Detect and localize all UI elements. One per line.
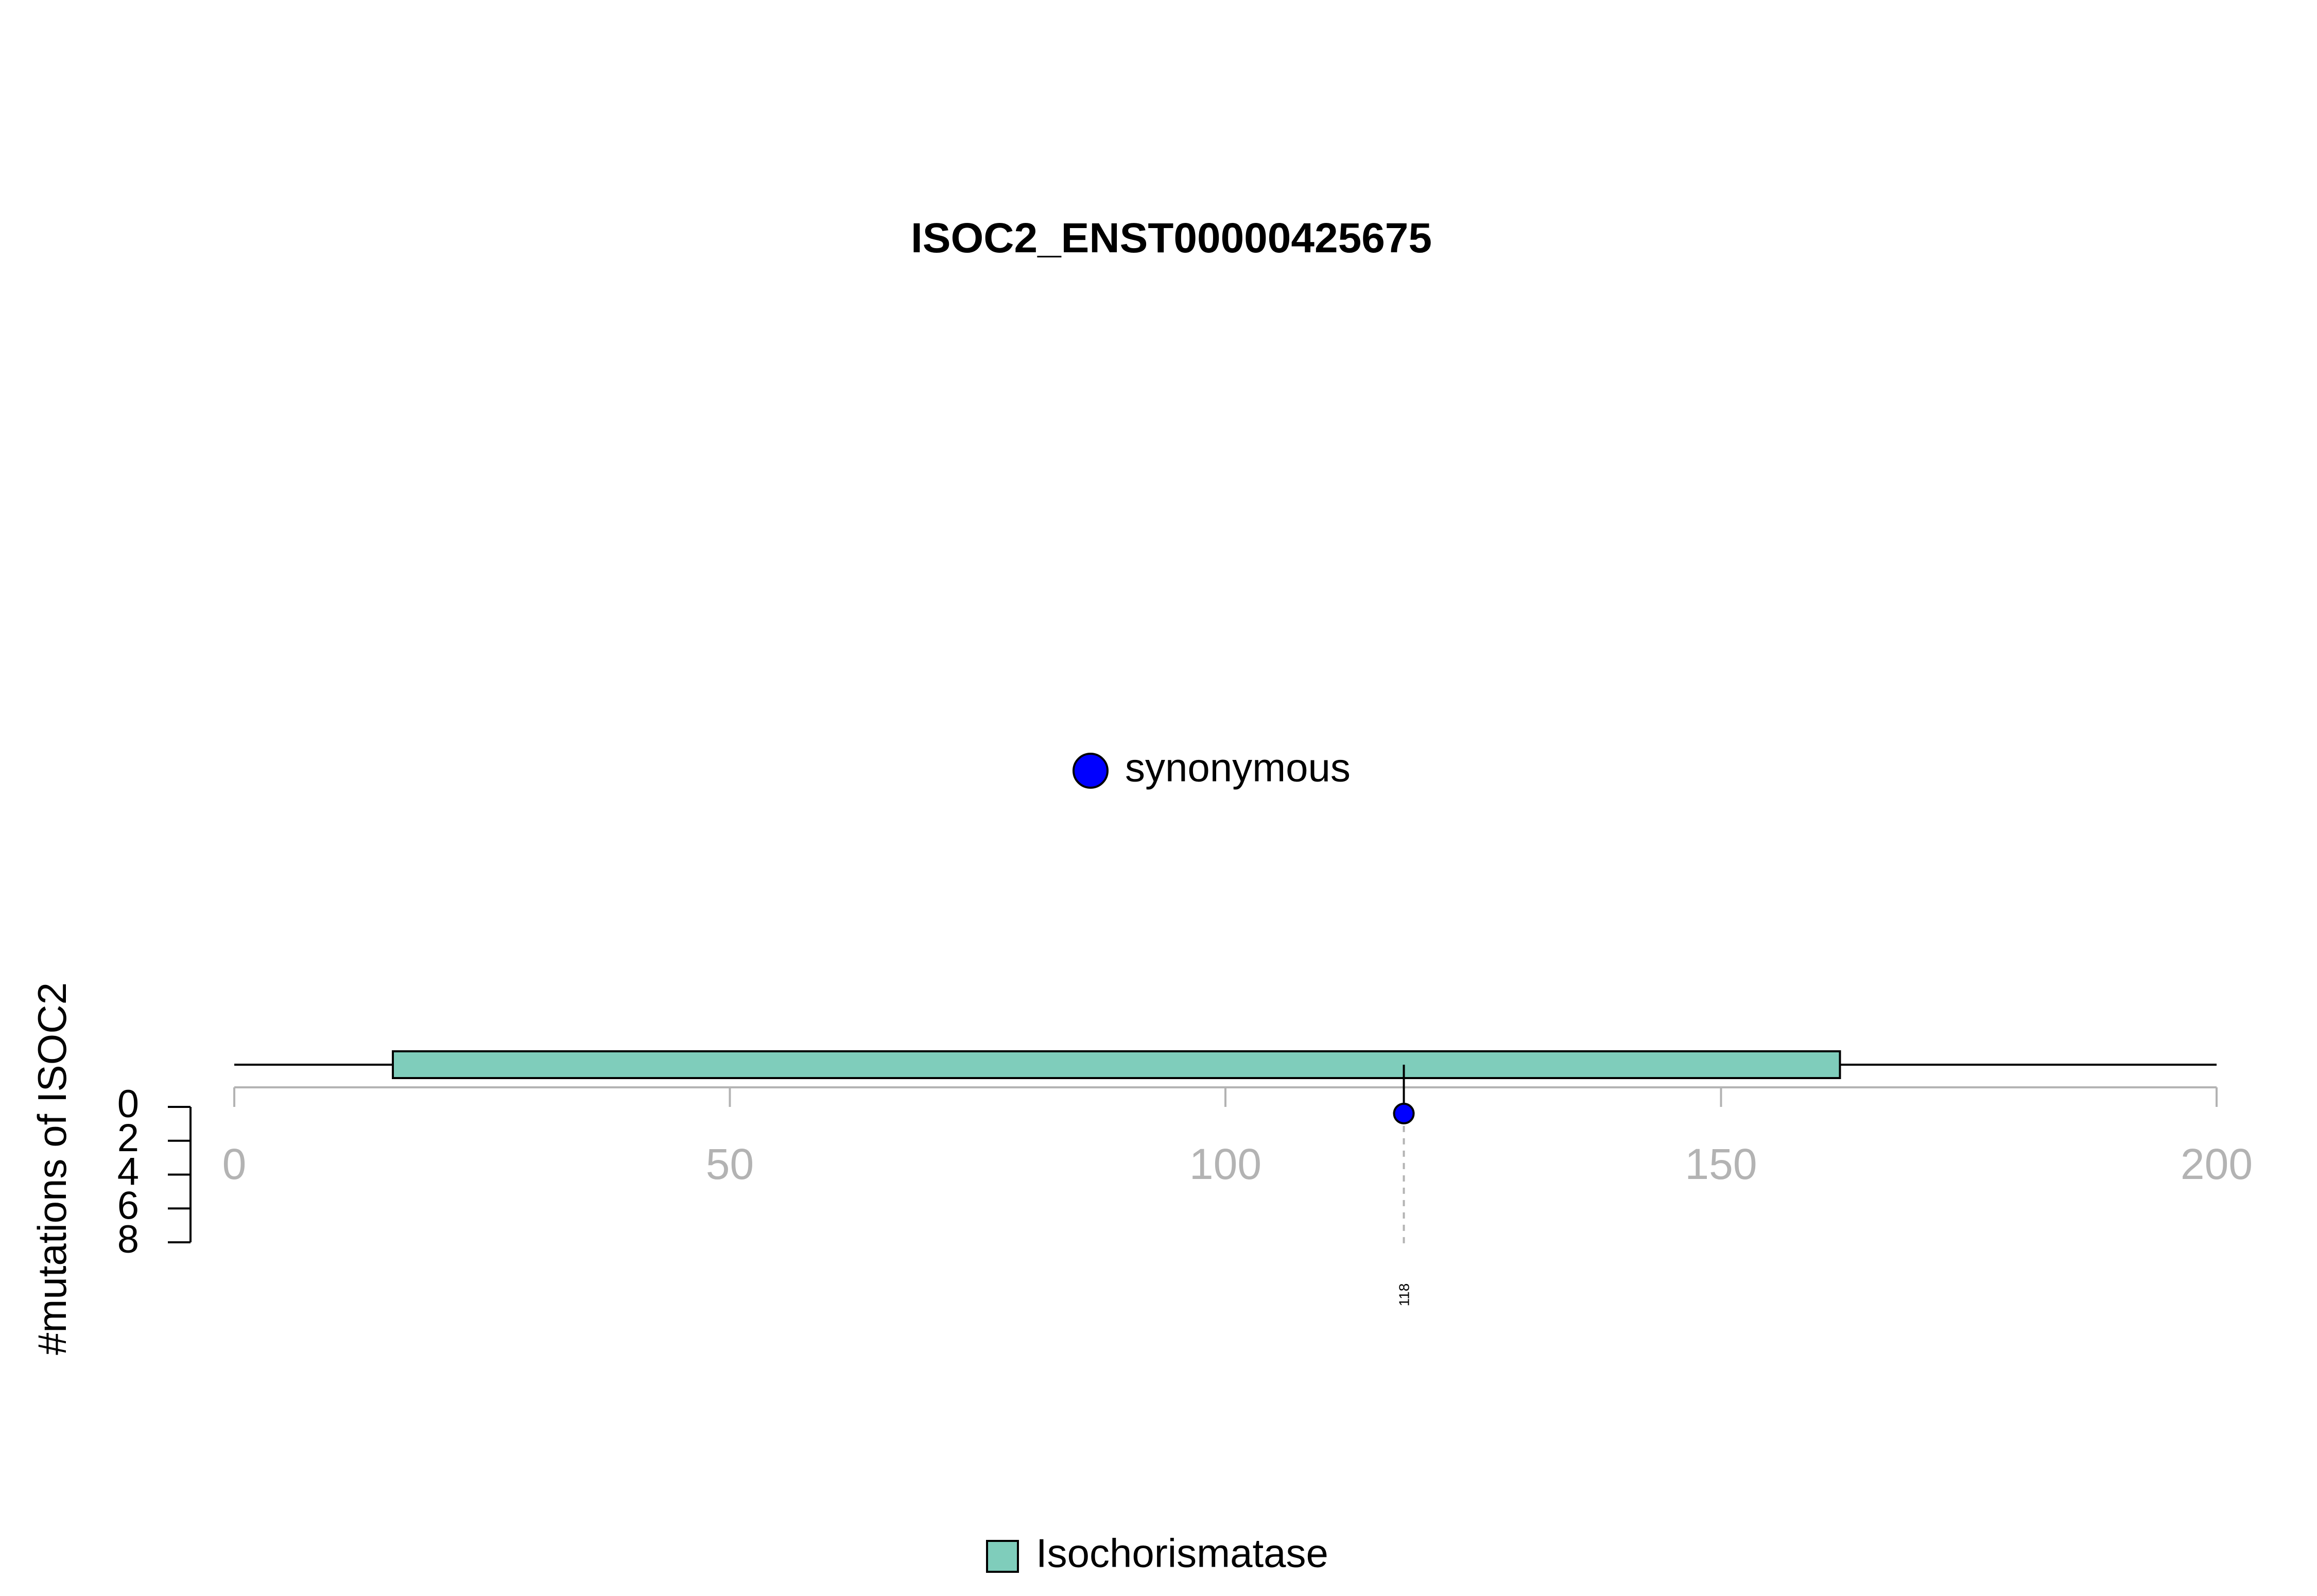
- mutation-position-label: 118: [1396, 1283, 1412, 1307]
- mutation-point: [1393, 1102, 1415, 1124]
- y-tick-label: 4: [117, 1150, 139, 1194]
- mutation-track: 118: [1393, 1065, 1415, 1307]
- x-tick-label: 150: [1685, 1140, 1757, 1188]
- legend-label: Isochorismatase: [1036, 1531, 1328, 1576]
- x-tick-label: 200: [2181, 1140, 2253, 1188]
- chart-title: ISOC2_ENST00000425675: [911, 215, 1432, 262]
- x-axis: 0 50 100 150 200: [222, 1086, 2253, 1188]
- x-tick-label: 0: [222, 1140, 247, 1188]
- domain-legend: Isochorismatase: [986, 1531, 1328, 1576]
- y-tick-label: 0: [117, 1082, 139, 1126]
- domain-rect: [392, 1050, 1841, 1079]
- legend-label: synonymous: [1125, 745, 1351, 790]
- y-axis-label: #mutations of ISOC2: [29, 982, 75, 1355]
- legend-swatch: [986, 1540, 1019, 1573]
- y-tick-label: 6: [117, 1184, 139, 1227]
- y-tick-label: 2: [117, 1116, 139, 1160]
- mutation-type-legend: synonymous: [1073, 745, 1351, 790]
- y-tick-label: 8: [117, 1218, 139, 1261]
- x-tick-label: 50: [706, 1140, 754, 1188]
- legend-marker: [1073, 753, 1109, 789]
- x-tick-label: 100: [1189, 1140, 1261, 1188]
- domain-track: [392, 1050, 1841, 1079]
